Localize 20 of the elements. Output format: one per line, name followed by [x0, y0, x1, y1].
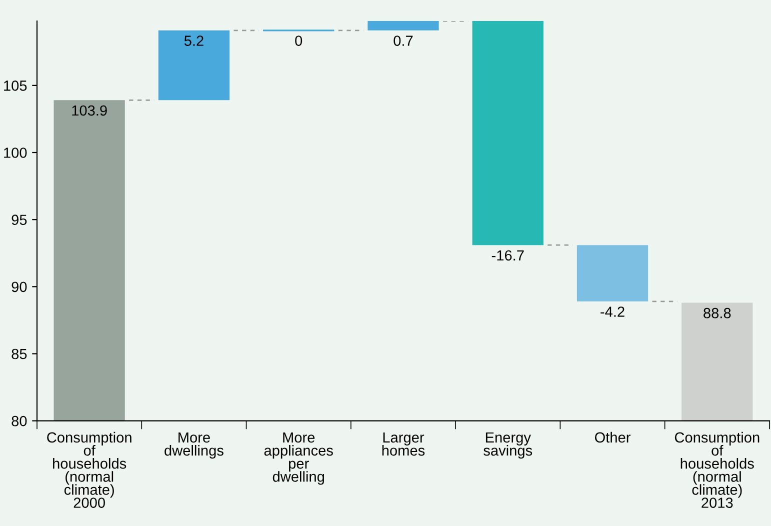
x-tick-label: Other [594, 432, 630, 443]
x-tick-label: More appliances per dwelling [264, 432, 333, 485]
data-label: 103.9 [72, 105, 107, 116]
x-tick-label: Consumption of households (normal climate) 2000 [47, 432, 132, 508]
y-tick-label: 100 [4, 148, 27, 158]
y-tick-label: 80 [12, 416, 27, 426]
x-tick-label: Consumption of households (normal climate) 2013 [674, 432, 760, 508]
data-label: -16.7 [492, 250, 524, 261]
y-tick-label: 105 [4, 80, 27, 91]
y-tick-label: 95 [12, 214, 27, 226]
y-tick-label: 90 [12, 282, 27, 292]
x-tick-label: Energy savings [484, 432, 532, 459]
data-label: 88.8 [704, 308, 731, 318]
data-label: -4.2 [600, 306, 624, 317]
x-tick-label: Larger homes [382, 432, 425, 456]
x-tick-label: More dwellings [164, 432, 224, 459]
data-label: 5.2 [184, 36, 204, 46]
data-label: 0 [295, 36, 302, 46]
data-label: 0.7 [394, 36, 413, 46]
y-tick-label: 85 [12, 348, 27, 360]
